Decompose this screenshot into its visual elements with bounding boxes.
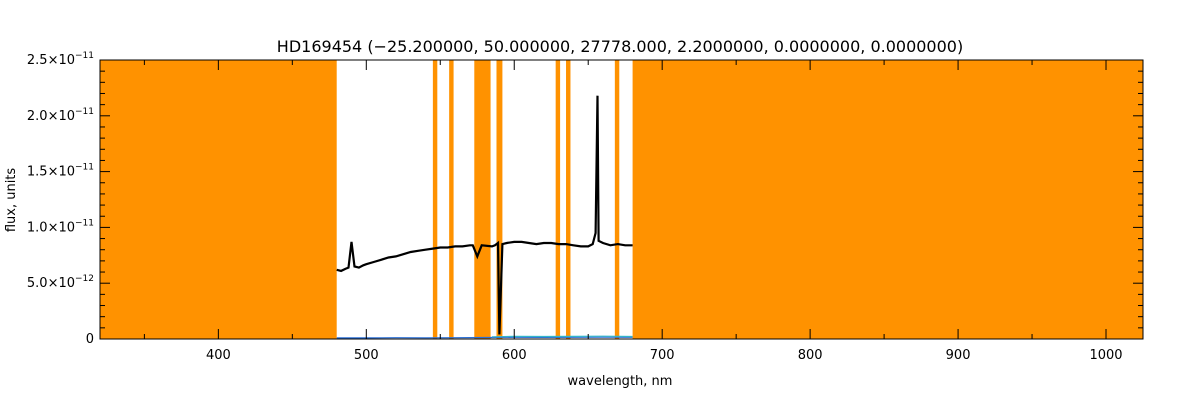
masked-range-8 xyxy=(632,60,1143,339)
masked-range-1 xyxy=(432,60,438,339)
masked-range-0 xyxy=(100,60,337,339)
x-tick-label-3: 700 xyxy=(650,348,675,363)
masked-range-5 xyxy=(555,60,561,339)
axis-ticks xyxy=(100,59,1143,340)
x-tick-label-0: 400 xyxy=(206,348,231,363)
masked-regions xyxy=(100,60,1143,339)
series-line-2 xyxy=(491,335,633,338)
x-axis-title: wavelength, nm xyxy=(568,374,673,389)
y-tick-label-1: 5.0×10−12 xyxy=(27,274,94,291)
plot-frame xyxy=(99,59,1144,340)
y-tick-labels: 0 5.0×10−12 1.0×10−11 1.5×10−11 2.0×10−11 2.5… xyxy=(27,51,94,347)
y-tick-label-0: 0 xyxy=(86,332,94,347)
x-tick-label-5: 900 xyxy=(946,348,971,363)
masked-range-4 xyxy=(496,60,503,339)
x-tick-label-6: 1000 xyxy=(1089,348,1122,363)
x-tick-label-2: 600 xyxy=(502,348,527,363)
y-tick-label-3: 1.5×10−11 xyxy=(27,163,94,180)
y-tick-label-2: 1.0×10−11 xyxy=(27,218,94,235)
x-tick-label-1: 500 xyxy=(354,348,379,363)
masked-range-6 xyxy=(566,60,571,339)
x-tick-labels: 400 500 600 700 800 900 1000 xyxy=(206,348,1123,363)
y-tick-label-4: 2.0×10−11 xyxy=(27,107,94,124)
data-series xyxy=(336,95,633,339)
series-line-0 xyxy=(336,95,633,335)
masked-range-3 xyxy=(474,60,491,339)
y-tick-label-5: 2.5×10−11 xyxy=(27,51,94,68)
series-line-1 xyxy=(336,336,633,339)
masked-range-2 xyxy=(449,60,454,339)
y-axis-title: flux, units xyxy=(4,168,19,233)
chart-title: HD169454 (−25.200000, 50.000000, 27778.0… xyxy=(277,37,963,56)
masked-range-7 xyxy=(614,60,620,339)
x-tick-label-4: 800 xyxy=(798,348,823,363)
